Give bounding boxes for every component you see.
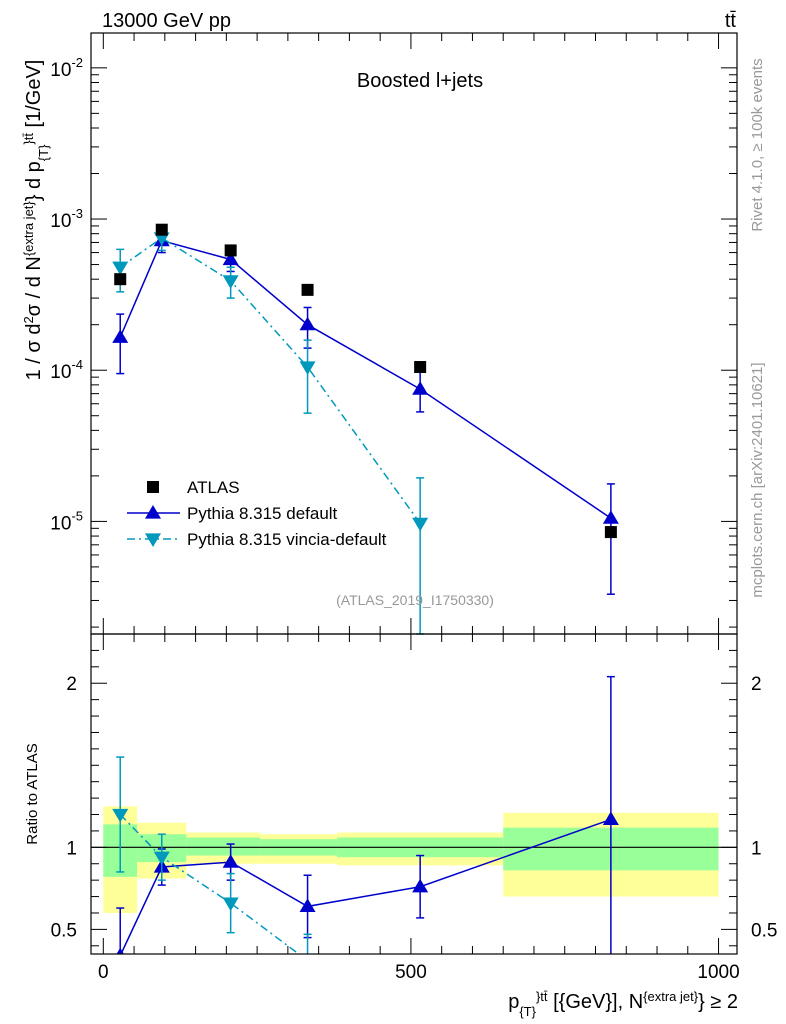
legend-label: ATLAS <box>187 478 240 497</box>
data-point-atlas <box>604 526 617 539</box>
main-panel: 10-5 10-4 10-3 10-2 Boosted l+jets (ATLAS_2… <box>50 32 738 635</box>
series-line-default <box>119 239 612 519</box>
legend-marker <box>145 505 161 519</box>
series-marker-vincia <box>299 361 316 376</box>
ratio-tick-label: 1 <box>66 838 77 859</box>
rivet-version-label: Rivet 4.1.0, ≥ 100k events <box>749 58 766 231</box>
process-label: tt̄ <box>725 10 737 32</box>
ratio-marker-vincia <box>222 897 239 912</box>
y-axis-label: 1 / σ d2σ / d N{extra jet}} d p{T}}tt̄ [… <box>21 60 51 381</box>
ratio-axis-ticks: 0 500 1000 0.5 0.5 1 1 2 2 <box>51 634 777 983</box>
series-marker-vincia <box>153 232 170 246</box>
legend: ATLAS Pythia 8.315 default Pythia 8.315 vi… <box>127 478 387 549</box>
ratio-line-default <box>120 818 612 954</box>
ratio-frame <box>90 633 738 955</box>
ratio-line-vincia <box>119 813 301 954</box>
ratio-series <box>112 675 619 1005</box>
ratio-tick-label: 0.5 <box>51 920 77 941</box>
ratio-marker-vincia <box>112 808 129 823</box>
series-marker-default <box>412 381 429 395</box>
y-tick-label: 10-5 <box>50 508 83 534</box>
mcplots-label: mcplots.cern.ch [arXiv:2401.10621] <box>749 362 766 597</box>
series-marker-default <box>112 329 129 343</box>
ratio-tick-label-right: 2 <box>751 674 762 695</box>
series-marker-default <box>299 316 316 331</box>
legend-marker-atlas <box>147 481 159 493</box>
series-marker-vincia <box>112 261 129 276</box>
legend-label: Pythia 8.315 vincia-default <box>187 530 387 549</box>
ratio-tick-label: 2 <box>66 674 77 695</box>
y-tick-label: 10-3 <box>50 206 83 232</box>
data-point-atlas <box>301 283 314 296</box>
ratio-series-clipped <box>112 675 619 1005</box>
data-point-atlas <box>155 223 168 236</box>
y-tick-label: 10-4 <box>50 357 83 383</box>
ratio-marker-default <box>222 854 239 868</box>
data-point-atlas <box>114 273 127 286</box>
ratio-marker-default <box>299 898 316 913</box>
series-marker-vincia <box>412 517 429 532</box>
data-point-atlas <box>414 361 427 374</box>
chart-title: Boosted l+jets <box>357 70 483 92</box>
series-marker-vincia <box>222 275 239 289</box>
series-marker-default <box>602 510 619 524</box>
ratio-marker-default <box>412 878 429 893</box>
series-marker-default <box>222 251 239 266</box>
ratio-marker-default <box>116 947 124 954</box>
legend-marker <box>145 533 161 547</box>
ratio-y-axis-label: Ratio to ATLAS <box>24 743 41 844</box>
analysis-id-label: (ATLAS_2019_I1750330) <box>336 592 494 608</box>
series-line-vincia <box>119 237 421 524</box>
x-tick-label: 0 <box>98 962 109 983</box>
ratio-tick-label-right: 0.5 <box>751 920 777 941</box>
ratio-marker-vincia <box>300 955 316 969</box>
ratio-bands <box>91 806 737 913</box>
y-tick-label: 10-2 <box>50 55 83 81</box>
legend-label: Pythia 8.315 default <box>187 504 338 523</box>
ratio-marker-vincia <box>412 991 428 1005</box>
ratio-tick-label-right: 1 <box>751 838 762 859</box>
ratio-marker-default <box>602 811 619 826</box>
x-axis-label: p{T}}tt̄ [{GeV}], N{extra jet}} ≥ 2 <box>508 989 738 1019</box>
x-tick-label: 1000 <box>697 962 739 983</box>
main-series <box>112 223 619 635</box>
ratio-panel: 0 500 1000 0.5 0.5 1 1 2 2 <box>51 633 777 1005</box>
ratio-marker-vincia <box>153 851 170 866</box>
energy-label: 13000 GeV pp <box>102 10 231 32</box>
data-point-atlas <box>224 244 237 257</box>
x-tick-label: 500 <box>395 962 427 983</box>
main-axis-ticks: 10-5 10-4 10-3 10-2 <box>50 33 737 634</box>
uncertainty-band-inner <box>186 837 261 856</box>
